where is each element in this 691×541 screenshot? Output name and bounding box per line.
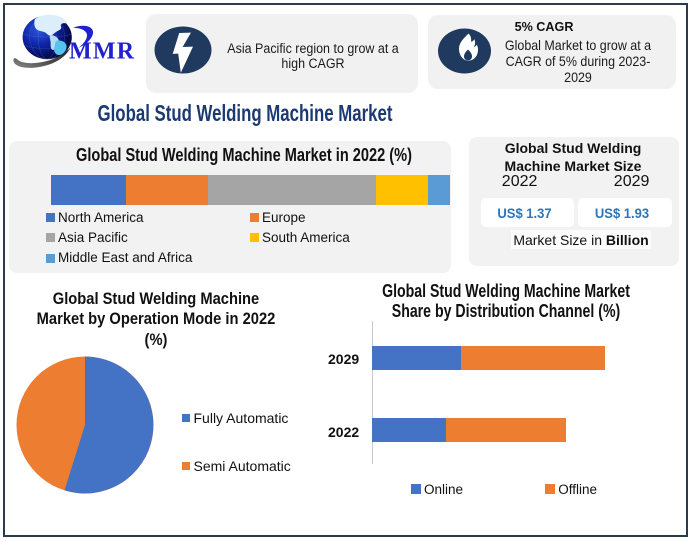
svg-text:MMR: MMR (69, 38, 135, 64)
